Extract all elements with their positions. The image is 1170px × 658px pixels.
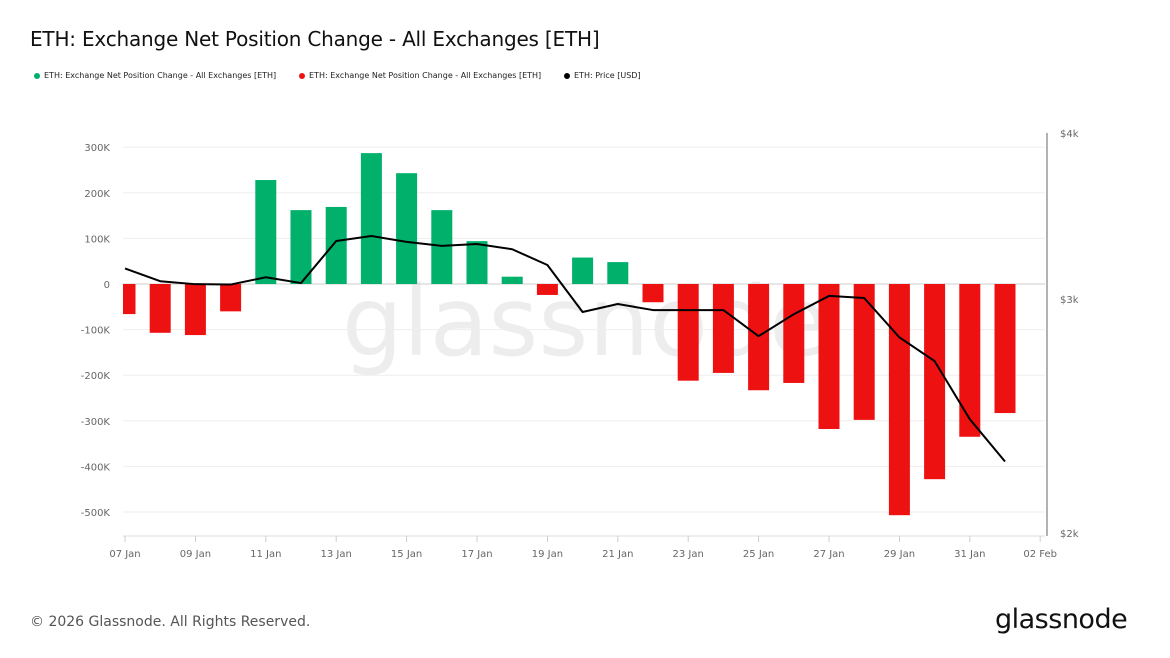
x-tick-label: 13 Jan (321, 549, 352, 560)
bar (360, 153, 382, 284)
legend-label: ETH: Exchange Net Position Change - All … (44, 71, 277, 80)
bar (290, 210, 312, 284)
x-tick-label: 21 Jan (602, 549, 633, 560)
glassnode-logo: glassnode (995, 604, 1128, 635)
bar (501, 276, 523, 284)
y-right-tick-label: $2k (1060, 529, 1079, 540)
x-tick-label: 27 Jan (813, 549, 844, 560)
x-tick-label: 29 Jan (884, 549, 915, 560)
legend-dot (564, 72, 570, 79)
bar (959, 284, 981, 437)
watermark: glassnode (342, 266, 828, 378)
bar (818, 284, 840, 430)
bar (149, 284, 171, 333)
bar (677, 284, 699, 381)
bar (536, 284, 558, 295)
x-tick-label: 09 Jan (180, 549, 211, 560)
bar (123, 284, 136, 315)
x-tick-label: 15 Jan (391, 549, 422, 560)
x-tick-label: 31 Jan (954, 549, 985, 560)
bar (924, 284, 946, 480)
legend-item-price[interactable]: ETH: Price [USD] (564, 71, 641, 80)
bar (396, 173, 418, 284)
legend-label: ETH: Price [USD] (574, 71, 641, 80)
x-tick-label: 25 Jan (743, 549, 774, 560)
bar (431, 210, 453, 284)
legend-label: ETH: Exchange Net Position Change - All … (309, 71, 542, 80)
bar (220, 284, 242, 312)
x-tick-label: 07 Jan (109, 549, 140, 560)
y-left-tick-label: 300K (84, 143, 110, 154)
x-tick-label: 19 Jan (532, 549, 563, 560)
bar (994, 284, 1016, 414)
y-right-tick-label: $4k (1060, 129, 1079, 140)
bar (325, 206, 347, 284)
bar (255, 180, 277, 284)
x-tick-label: 17 Jan (461, 549, 492, 560)
legend-item-inflow[interactable]: ETH: Exchange Net Position Change - All … (34, 71, 299, 80)
bar (607, 262, 629, 284)
legend-item-outflow[interactable]: ETH: Exchange Net Position Change - All … (299, 71, 564, 80)
bar (888, 284, 910, 516)
y-left-tick-label: -300K (81, 417, 111, 428)
bar (783, 284, 805, 383)
legend-dot (34, 72, 40, 79)
x-tick-label: 23 Jan (673, 549, 704, 560)
y-left-tick-label: -400K (81, 462, 111, 473)
price-line (124, 234, 1006, 463)
y-left-tick-label: -500K (81, 508, 111, 519)
y-left-tick-label: -200K (81, 371, 111, 382)
x-tick-label: 02 Feb (1023, 549, 1057, 560)
y-left-tick-label: -100K (81, 326, 111, 337)
chart-title: ETH: Exchange Net Position Change - All … (30, 27, 600, 51)
bar (572, 257, 594, 284)
x-tick-label: 11 Jan (250, 549, 281, 560)
y-right-tick-label: $3k (1060, 295, 1079, 306)
y-left-tick-label: 100K (84, 234, 110, 245)
y-left-tick-label: 200K (84, 189, 110, 200)
bar (466, 241, 488, 284)
copyright-footer: © 2026 Glassnode. All Rights Reserved. (30, 614, 311, 630)
legend-dot (299, 72, 305, 79)
bar (853, 284, 875, 420)
bar (184, 284, 206, 336)
bar (642, 284, 664, 303)
bar (712, 284, 734, 373)
y-left-tick-label: 0 (104, 280, 110, 291)
legend: ETH: Exchange Net Position Change - All … (34, 71, 641, 80)
